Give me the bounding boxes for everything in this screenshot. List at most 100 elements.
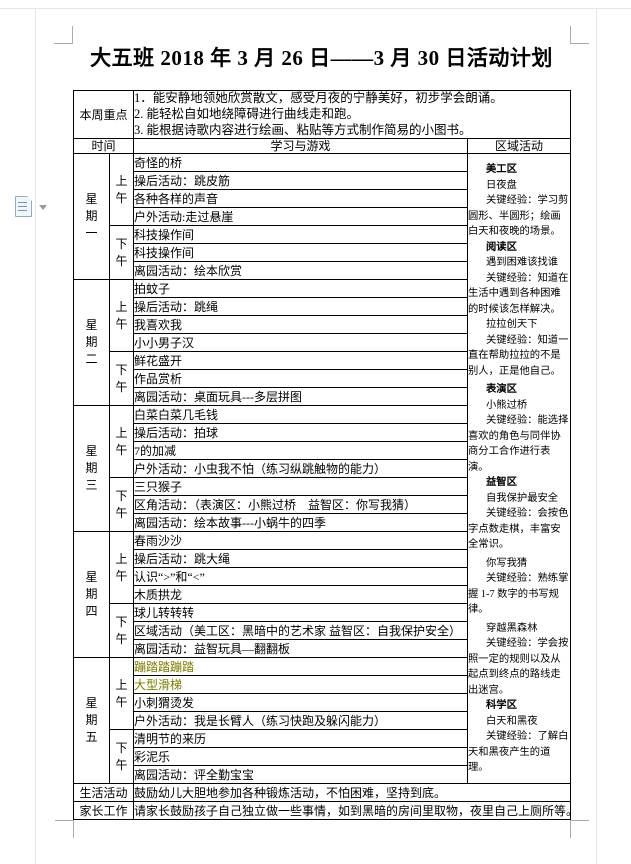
region-activities-cell: 美工区 日夜盘 关键经验：学习剪圆形、半圆形；绘画白天和夜晚的场景。 阅读区 遇到困难该… [467, 153, 572, 785]
day-cell-2: 星期二 [73, 279, 110, 407]
margin-widget[interactable] [15, 196, 49, 220]
activity-cell: 离园活动：桌面玩具---多层拼图 [133, 387, 469, 407]
activity-cell: 认识“>”和“<” [133, 567, 469, 587]
crop-mark-bottom-right [571, 820, 589, 821]
page-left-edge [35, 8, 36, 864]
day-cell-4: 星期四 [73, 531, 110, 659]
region-line: 关键经验：了解白天和黑夜产生的道理。 [468, 731, 569, 774]
header-time: 时间 [72, 138, 135, 155]
region-line: 小熊过桥 [486, 399, 528, 411]
vertical-label: 下午 [115, 614, 128, 646]
crop-mark-bottom-left [55, 820, 73, 821]
doc-line [18, 210, 27, 211]
activity-cell: 彩泥乐 [133, 747, 469, 767]
vertical-label: 上午 [115, 551, 128, 583]
activity-cell: 户外活动：小虫我不怕（练习纵跳触物的能力） [133, 459, 469, 479]
activity-cell: 小刺猬烫发 [133, 693, 469, 713]
activity-cell: 木质拱龙 [133, 585, 469, 605]
period-cell-am: 上午 [108, 657, 135, 731]
activity-cell: 科技操作间 [133, 225, 469, 245]
activity-cell: 区域活动（美工区：黑暗中的艺术家 益智区：自我保护安全） [133, 621, 469, 641]
region-line: 自我保护最安全 [486, 492, 559, 504]
crop-mark-top-right [571, 43, 589, 44]
activity-cell: 离园活动：绘本故事---小蜗牛的四季 [133, 513, 469, 533]
activity-cell: 各种各样的声音 [133, 189, 469, 209]
doc-line [18, 202, 27, 203]
period-cell-am: 上午 [108, 153, 135, 227]
bottom-row-text-0: 鼓励幼儿大胆地参加各种锻炼活动，不怕困难，坚持到底。 [133, 783, 572, 803]
activity-cell: 三只猴子 [133, 477, 469, 497]
region-line: 关键经验：知道一直在帮助拉拉的不是别人，正是他自己。 [468, 334, 569, 377]
region-section-title: 表演区 [486, 384, 517, 396]
plan-table-body: 本周重点 1．能安静地领她欣赏散文，感受月夜的宁静美好，初步学会朗诵。 2. 能轻松… [72, 89, 572, 821]
region-line: 关键经验：能选择喜欢的角色与同伴协商分工合作进行表演。 [468, 415, 569, 473]
bottom-row-label-1: 家长工作 [72, 801, 135, 821]
folded-corner [27, 196, 32, 201]
activity-cell: 球儿转转转 [133, 603, 469, 623]
region-line: 遇到困难该找谁 [486, 257, 559, 269]
vertical-label: 下午 [115, 488, 128, 520]
period-cell-pm: 下午 [108, 225, 135, 281]
activity-cell: 大型滑梯 [133, 675, 469, 695]
vertical-label: 星期四 [85, 570, 98, 619]
period-cell-pm: 下午 [108, 729, 135, 785]
vertical-label: 星期一 [85, 192, 98, 241]
vertical-label: 星期五 [85, 696, 98, 745]
activity-cell: 小小男子汉 [133, 333, 469, 353]
crop-mark-bottom-right [570, 820, 571, 838]
activity-cell: 拍蚊子 [133, 279, 469, 299]
page-top-edge [0, 8, 631, 9]
region-section-title: 阅读区 [486, 241, 517, 253]
activity-cell: 7的加减 [133, 441, 469, 461]
activity-cell: 离园活动：评全勤宝宝 [133, 765, 469, 785]
activity-cell: 我喜欢我 [133, 315, 469, 335]
vertical-label: 星期二 [85, 318, 98, 367]
crop-mark-top-left [54, 43, 72, 44]
activity-cell: 户外活动:走过悬崖 [133, 207, 469, 227]
region-section-title: 益智区 [486, 477, 517, 489]
region-line: 关键经验：会按色字点数走棋，丰富安全常识。 [468, 508, 569, 551]
doc-line [18, 206, 27, 207]
crop-mark-top-left [72, 26, 73, 44]
region-line: 你写我猜 [486, 557, 528, 569]
document-icon[interactable] [15, 196, 32, 217]
activity-cell: 操后活动：跳大绳 [133, 549, 469, 569]
vertical-label: 下午 [115, 740, 128, 772]
header-region: 区域活动 [467, 138, 572, 155]
vertical-label: 下午 [115, 362, 128, 394]
activity-cell: 区角活动：（表演区：小熊过桥 益智区：你写我猜） [133, 495, 469, 515]
region-line: 关键经验：学会按照一定的规则以及从起点到终点的路线走出迷宫。 [468, 638, 569, 696]
activity-cell: 离园活动：益智玩具—翻翻板 [133, 639, 469, 659]
region-section-title: 科学区 [486, 700, 517, 712]
activity-cell: 科技操作间 [133, 243, 469, 263]
vertical-label: 上午 [115, 299, 128, 331]
activity-cell: 春雨沙沙 [133, 531, 469, 551]
period-cell-pm: 下午 [108, 603, 135, 659]
activity-cell: 蹦踏踏蹦踏 [133, 657, 469, 677]
caret-down-icon[interactable] [39, 205, 47, 210]
activity-cell: 操后活动：拍球 [133, 423, 469, 443]
day-cell-3: 星期三 [73, 405, 110, 533]
page-right-edge [596, 8, 597, 864]
focus-item: 2. 能轻松自如地绕障碍进行曲线走和跑。 [134, 106, 360, 121]
activity-cell: 离园活动：绘本欣赏 [133, 261, 469, 281]
region-line: 关键经验：知道在生活中遇到各种困难的时候该怎样解决。 [468, 272, 569, 315]
vertical-label: 星期三 [85, 444, 98, 493]
activity-cell: 鲜花盛开 [133, 351, 469, 371]
region-line: 穿越黑森林 [486, 622, 538, 634]
page-title: 大五班 2018 年 3 月 26 日——3 月 30 日活动计划 [90, 46, 553, 70]
weekly-focus-label: 本周重点 [72, 89, 135, 140]
period-cell-am: 上午 [108, 279, 135, 353]
activity-plan-table: 本周重点 1．能安静地领她欣赏散文，感受月夜的宁静美好，初步学会朗诵。 2. 能轻松… [72, 89, 572, 821]
header-learning: 学习与游戏 [133, 138, 469, 155]
period-cell-am: 上午 [108, 405, 135, 479]
crop-mark-top-right [570, 26, 571, 44]
period-cell-am: 上午 [108, 531, 135, 605]
activity-cell: 操后活动：跳皮筋 [133, 171, 469, 191]
focus-item: 1．能安静地领她欣赏散文，感受月夜的宁静美好，初步学会朗诵。 [134, 91, 503, 105]
region-section-title: 美工区 [486, 164, 517, 176]
focus-item: 3. 能根据诗歌内容进行绘画、粘贴等方式制作简易的小图书。 [134, 122, 472, 137]
activity-cell: 奇怪的桥 [133, 153, 469, 173]
activity-cell: 户外活动：我是长臂人（练习快跑及躲闪能力） [133, 711, 469, 731]
